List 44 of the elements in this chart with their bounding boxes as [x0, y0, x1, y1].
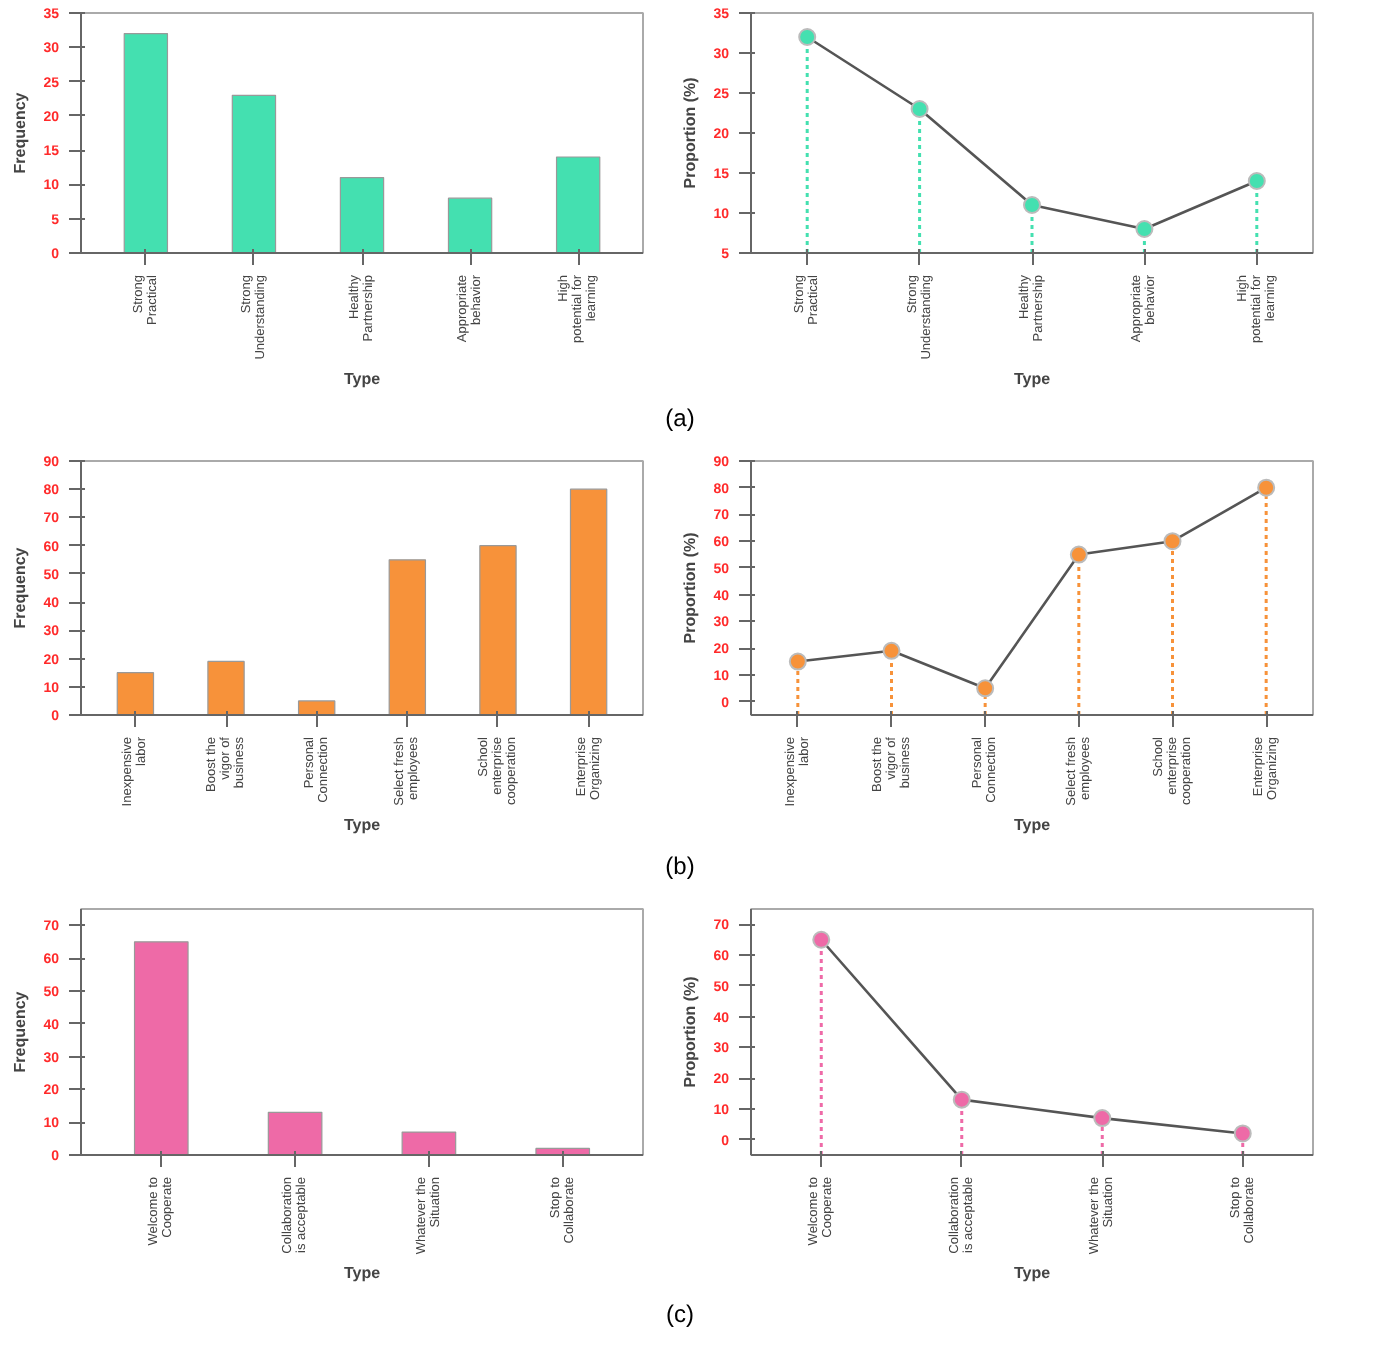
x-axis-title: Type [343, 816, 382, 835]
y-axis-title: Frequency [11, 91, 30, 174]
x-axis-title: Type [1013, 369, 1052, 388]
bar [267, 1111, 323, 1155]
text: (b) [665, 850, 695, 884]
point [910, 100, 929, 118]
point [1233, 1124, 1252, 1143]
point [976, 679, 995, 698]
x-axis-title: Type [343, 369, 382, 388]
point [1247, 172, 1266, 190]
bar [569, 488, 608, 715]
bar [231, 94, 277, 253]
y-axis-title: Frequency [11, 990, 30, 1073]
point [1093, 1109, 1112, 1128]
point [1023, 196, 1041, 214]
point [798, 28, 817, 46]
x-axis-title: Type [1013, 1264, 1052, 1283]
bar [388, 559, 427, 715]
bar [297, 700, 336, 715]
point [1069, 545, 1088, 564]
point [788, 652, 807, 671]
x-axis-title: Type [343, 1264, 382, 1283]
bar [133, 941, 189, 1155]
point [1257, 478, 1276, 497]
x-axis-title: Type [1013, 816, 1052, 835]
point [1163, 532, 1182, 551]
y-axis-title: Proportion (%) [681, 76, 700, 189]
y-axis-title: Frequency [11, 546, 30, 629]
y-axis-title: Proportion (%) [681, 531, 700, 644]
bar [116, 672, 155, 715]
bar [555, 156, 601, 253]
point [812, 930, 831, 949]
text: (c) [666, 1298, 694, 1332]
bar [123, 32, 169, 253]
bar [401, 1131, 457, 1155]
point [952, 1090, 971, 1109]
bar [207, 660, 245, 715]
point [1135, 220, 1154, 238]
text: (a) [665, 402, 695, 436]
y-axis-title: Proportion (%) [681, 975, 700, 1088]
bar [447, 197, 493, 253]
bar [339, 176, 385, 253]
bar [479, 545, 517, 715]
point [882, 641, 901, 660]
